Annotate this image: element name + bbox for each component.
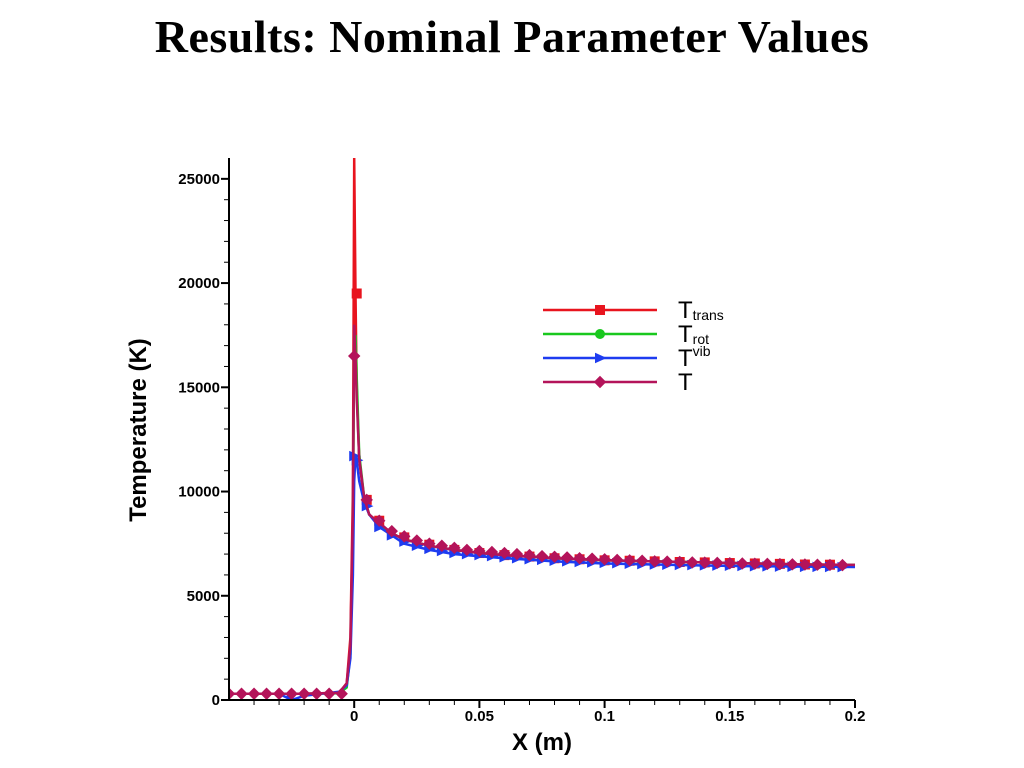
series-rot (229, 335, 855, 695)
series-total (229, 324, 855, 700)
y-axis-label: Temperature (K) (125, 338, 152, 522)
series-marker (585, 552, 599, 565)
series-marker (229, 687, 236, 700)
series-trans (229, 158, 855, 695)
series-marker (598, 553, 611, 566)
series-marker (761, 557, 774, 571)
legend-label: Tvib (678, 343, 711, 372)
series-marker (235, 687, 248, 700)
series-layer (229, 158, 855, 700)
series-marker (473, 544, 486, 558)
x-tick-label: 0.2 (845, 708, 866, 725)
series-marker (360, 493, 373, 507)
series-marker (347, 349, 361, 363)
series-line (229, 324, 855, 695)
legend-marker (595, 329, 605, 339)
series-marker (748, 557, 762, 570)
series-marker (723, 557, 737, 570)
x-tick-label: 0.1 (594, 708, 615, 725)
y-tick-label: 15000 (178, 379, 220, 396)
series-marker (673, 555, 686, 569)
legend-label: T (678, 369, 693, 396)
slide-title: Results: Nominal Parameter Values (154, 11, 870, 62)
series-marker (272, 687, 286, 700)
series-marker (623, 554, 636, 567)
series-marker (773, 557, 787, 571)
legend-label: Trot (678, 321, 709, 348)
legend-marker (593, 375, 607, 389)
series-marker (310, 687, 323, 700)
series-marker (711, 556, 724, 570)
series-marker (836, 558, 849, 572)
x-axis-label: X (m) (512, 729, 572, 756)
series-marker (410, 534, 424, 547)
series-marker (811, 558, 824, 571)
series-vib (229, 450, 855, 700)
series-marker (351, 288, 362, 299)
series-marker (535, 549, 549, 563)
series-line (229, 335, 855, 695)
series-line (229, 455, 855, 700)
series-marker (385, 524, 398, 538)
series-marker (635, 554, 649, 567)
y-tick-label: 5000 (187, 588, 220, 605)
legend-label: Ttrans (678, 297, 724, 324)
series-marker (435, 539, 449, 552)
series-marker (523, 548, 536, 562)
series-marker (698, 556, 711, 569)
series-marker (660, 555, 674, 568)
series-marker (460, 543, 474, 557)
series-marker (423, 537, 436, 550)
x-tick-label: 0.15 (715, 708, 744, 725)
series-marker (485, 545, 499, 559)
series-marker (648, 555, 661, 568)
series-line (229, 158, 855, 695)
series-marker (448, 541, 461, 555)
series-marker (548, 550, 561, 563)
y-tick-label: 20000 (178, 275, 220, 292)
y-tick-label: 25000 (178, 171, 220, 188)
series-marker (398, 530, 411, 543)
series-marker (798, 558, 812, 571)
axes-layer: 0 5000 10000 15000 20000 25000 0 0.05 0.1 0.15 0.2 (178, 158, 865, 725)
series-marker (736, 557, 749, 570)
series-marker (322, 687, 336, 700)
x-tick-label: 0 (350, 708, 358, 725)
x-tick-label: 0.05 (465, 708, 494, 725)
series-marker (823, 558, 837, 572)
series-marker (786, 558, 799, 571)
legend-marker (595, 352, 607, 364)
y-tick-label: 10000 (178, 484, 220, 501)
y-tick-label: 0 (212, 692, 220, 709)
series-marker (560, 551, 574, 564)
series-marker (247, 687, 261, 700)
series-marker (260, 687, 273, 700)
series-marker (610, 553, 624, 567)
series-marker (498, 546, 511, 560)
legend-marker (595, 305, 605, 315)
series-marker (686, 556, 699, 569)
series-marker (510, 547, 524, 561)
series-marker (373, 514, 386, 527)
series-marker (573, 552, 586, 565)
